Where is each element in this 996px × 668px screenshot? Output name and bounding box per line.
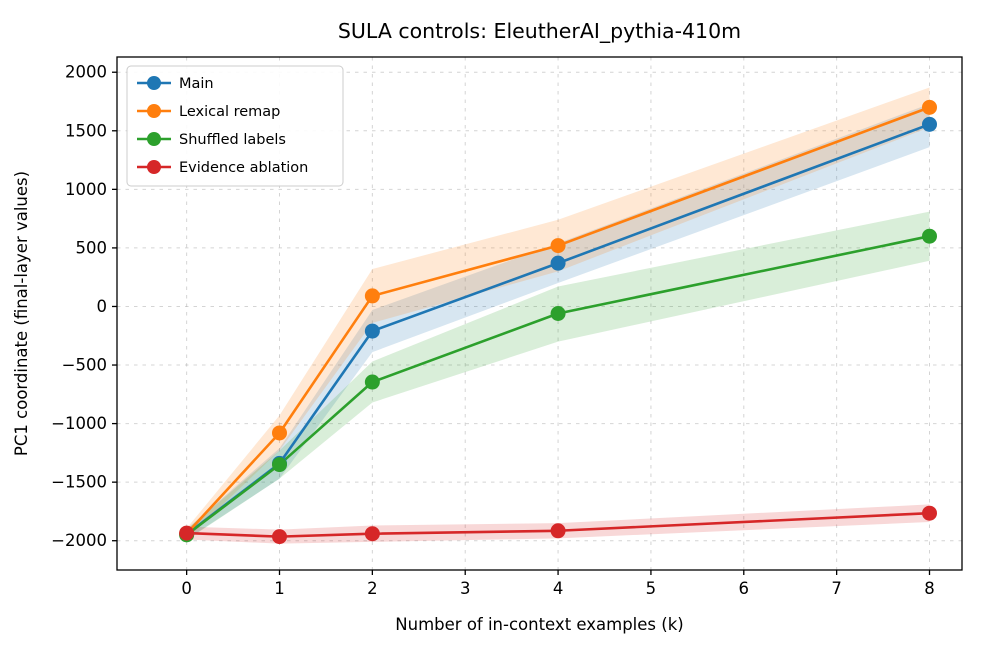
- x-tick-label: 5: [646, 579, 657, 598]
- axes-frame: [116, 56, 963, 571]
- legend-box: [126, 65, 344, 187]
- y-tick-label: −500: [62, 356, 107, 375]
- x-tick-label: 8: [924, 579, 935, 598]
- band-lexical-remap: [186, 87, 930, 539]
- legend-marker: [147, 104, 161, 118]
- x-axis: 0 1 2 3 4 5 6 7 8: [181, 570, 935, 598]
- legend-marker: [147, 160, 161, 174]
- y-tick-label: −1500: [51, 473, 107, 492]
- x-tick-label: 2: [367, 579, 378, 598]
- y-tick-label: −2000: [51, 531, 107, 550]
- legend-label: Main: [179, 76, 214, 92]
- legend-entry-shuffled-labels: Shuffled labels: [137, 132, 286, 148]
- y-tick-label: 500: [76, 238, 108, 257]
- legend-label: Evidence ablation: [179, 160, 308, 176]
- y-tick-label: −1000: [51, 414, 107, 433]
- y-tick-label: 1000: [65, 180, 107, 199]
- y-tick-label: 2000: [65, 63, 107, 82]
- legend: Main Lexical remap Shuffled labels Evidence…: [126, 65, 344, 187]
- legend-marker: [147, 132, 161, 146]
- x-tick-label: 7: [831, 579, 842, 598]
- legend-entry-evidence-ablation: Evidence ablation: [137, 160, 308, 176]
- x-tick-label: 4: [553, 579, 564, 598]
- x-tick-label: 0: [181, 579, 192, 598]
- legend-label: Shuffled labels: [179, 132, 286, 148]
- x-axis-label: Number of in-context examples (k): [395, 615, 683, 634]
- x-tick-label: 6: [739, 579, 750, 598]
- x-tick-label: 3: [460, 579, 471, 598]
- y-axis: −2000 −1500 −1000 −500 0 500 1000 1500 2000: [51, 63, 117, 550]
- legend-entry-lexical-remap: Lexical remap: [137, 104, 280, 120]
- chart-title: SULA controls: EleutherAI_pythia-410m: [338, 19, 741, 44]
- y-axis-label: PC1 coordinate (final-layer values): [12, 171, 31, 456]
- band-shuffled-labels: [186, 211, 930, 541]
- y-tick-label: 0: [97, 297, 108, 316]
- markers-evidence-ablation: [179, 505, 937, 545]
- y-tick-label: 1500: [65, 121, 107, 140]
- band-main: [186, 103, 930, 540]
- legend-marker: [147, 76, 161, 90]
- legend-label: Lexical remap: [179, 104, 280, 120]
- x-tick-label: 1: [274, 579, 285, 598]
- legend-entry-main: Main: [137, 76, 214, 92]
